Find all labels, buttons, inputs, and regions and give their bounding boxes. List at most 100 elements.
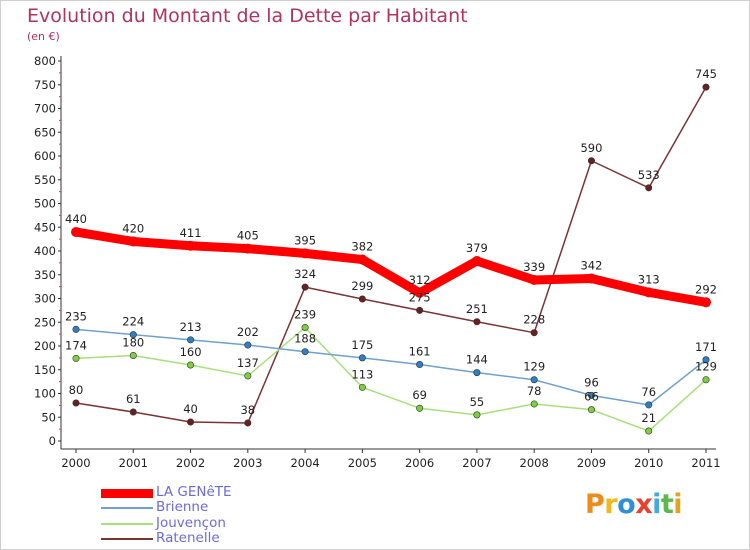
data-point xyxy=(588,406,594,412)
x-tick-label: 2011 xyxy=(691,456,720,470)
y-tick-label: 300 xyxy=(34,292,56,306)
data-label: 313 xyxy=(638,272,660,286)
proxiti-logo: Proxiti xyxy=(585,489,682,520)
series-line xyxy=(76,87,706,423)
data-label: 40 xyxy=(183,402,198,416)
data-point xyxy=(586,274,596,284)
y-tick-label: 600 xyxy=(34,149,56,163)
data-point xyxy=(644,287,654,297)
data-point xyxy=(529,275,539,285)
data-point xyxy=(186,241,196,251)
data-label: 171 xyxy=(695,340,717,354)
data-point xyxy=(416,405,422,411)
line-chart: 0501001502002503003504004505005506006507… xyxy=(1,1,749,549)
x-tick-label: 2003 xyxy=(233,456,262,470)
legend-swatch xyxy=(101,489,153,498)
series-line xyxy=(76,329,706,405)
legend-label: Brienne xyxy=(156,500,208,515)
data-point xyxy=(703,84,709,90)
data-label: 745 xyxy=(695,67,717,81)
data-label: 324 xyxy=(294,267,316,281)
legend-item: Jouvençon xyxy=(101,516,301,531)
data-label: 275 xyxy=(409,290,431,304)
data-label: 80 xyxy=(69,383,84,397)
data-label: 235 xyxy=(65,309,87,323)
y-tick-label: 150 xyxy=(34,363,56,377)
data-point xyxy=(359,355,365,361)
data-point xyxy=(474,412,480,418)
data-label: 420 xyxy=(122,222,144,236)
data-point xyxy=(73,355,79,361)
data-label: 174 xyxy=(65,338,87,352)
data-point xyxy=(130,409,136,415)
data-label: 61 xyxy=(126,392,141,406)
x-tick-label: 2009 xyxy=(577,456,606,470)
data-label: 188 xyxy=(294,332,316,346)
data-label: 129 xyxy=(695,360,717,374)
legend-label: Jouvençon xyxy=(156,516,226,531)
x-tick-label: 2005 xyxy=(348,456,377,470)
series-line xyxy=(76,327,706,431)
chart-frame: Evolution du Montant de la Dette par Hab… xyxy=(0,0,750,550)
data-point xyxy=(357,255,367,265)
y-tick-label: 400 xyxy=(34,244,56,258)
data-label: 395 xyxy=(294,233,316,247)
data-point xyxy=(187,419,193,425)
data-point xyxy=(531,330,537,336)
legend-item: Ratenelle xyxy=(101,531,301,546)
y-tick-label: 750 xyxy=(34,78,56,92)
data-point xyxy=(245,373,251,379)
data-label: 382 xyxy=(351,240,373,254)
legend-label: LA GENêTE xyxy=(156,485,232,500)
y-tick-label: 550 xyxy=(34,173,56,187)
data-label: 113 xyxy=(351,367,373,381)
data-point xyxy=(73,400,79,406)
data-point xyxy=(359,384,365,390)
y-tick-label: 0 xyxy=(49,434,56,448)
data-label: 175 xyxy=(351,338,373,352)
x-tick-label: 2010 xyxy=(634,456,663,470)
x-tick-label: 2002 xyxy=(176,456,205,470)
data-label: 339 xyxy=(523,260,545,274)
legend-swatch xyxy=(101,538,153,540)
data-label: 69 xyxy=(412,388,427,402)
data-label: 78 xyxy=(527,384,542,398)
y-tick-label: 500 xyxy=(34,197,56,211)
data-point xyxy=(416,361,422,367)
data-point xyxy=(71,227,81,237)
data-point xyxy=(703,377,709,383)
data-point xyxy=(531,401,537,407)
data-point xyxy=(646,402,652,408)
legend-swatch xyxy=(101,523,153,525)
data-label: 38 xyxy=(240,403,255,417)
data-point xyxy=(646,428,652,434)
logo-letter: x xyxy=(635,489,652,520)
legend-item: Brienne xyxy=(101,500,301,515)
y-tick-label: 350 xyxy=(34,268,56,282)
data-label: 312 xyxy=(409,273,431,287)
x-tick-label: 2000 xyxy=(61,456,90,470)
logo-letter: r xyxy=(604,489,617,520)
data-label: 411 xyxy=(180,226,202,240)
y-tick-label: 700 xyxy=(34,102,56,116)
data-label: 292 xyxy=(695,282,717,296)
data-point xyxy=(302,349,308,355)
data-label: 202 xyxy=(237,325,259,339)
data-point xyxy=(130,352,136,358)
data-label: 224 xyxy=(122,315,144,329)
logo-letter: o xyxy=(617,489,635,520)
x-tick-label: 2008 xyxy=(520,456,549,470)
data-label: 55 xyxy=(470,395,485,409)
data-label: 213 xyxy=(180,320,202,334)
x-tick-label: 2006 xyxy=(405,456,434,470)
data-point xyxy=(474,319,480,325)
legend-label: Ratenelle xyxy=(156,531,220,546)
data-label: 129 xyxy=(523,360,545,374)
data-point xyxy=(73,326,79,332)
data-point xyxy=(474,369,480,375)
data-point xyxy=(359,296,365,302)
data-label: 590 xyxy=(580,141,602,155)
data-point xyxy=(701,297,711,307)
data-label: 379 xyxy=(466,241,488,255)
data-label: 96 xyxy=(584,375,599,389)
